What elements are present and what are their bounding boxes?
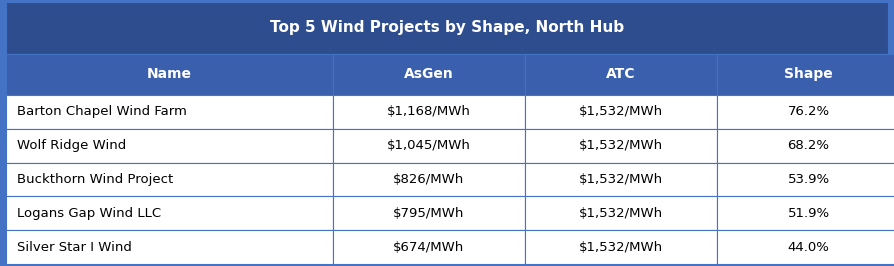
Text: $1,532/MWh: $1,532/MWh — [578, 139, 663, 152]
Bar — [525, 197, 717, 230]
Text: Wolf Ridge Wind: Wolf Ridge Wind — [17, 139, 126, 152]
Text: $1,045/MWh: $1,045/MWh — [387, 139, 470, 152]
Bar — [333, 163, 525, 197]
Bar — [525, 230, 717, 264]
Bar — [333, 230, 525, 264]
Text: Name: Name — [147, 67, 192, 81]
Text: $1,532/MWh: $1,532/MWh — [578, 241, 663, 254]
Bar — [333, 197, 525, 230]
Text: Barton Chapel Wind Farm: Barton Chapel Wind Farm — [17, 105, 187, 118]
Bar — [6, 129, 333, 163]
Bar — [525, 95, 717, 129]
Text: $795/MWh: $795/MWh — [393, 207, 464, 220]
Bar — [6, 230, 333, 264]
Text: $674/MWh: $674/MWh — [393, 241, 464, 254]
Bar — [717, 230, 894, 264]
Bar — [525, 129, 717, 163]
Bar — [6, 95, 333, 129]
Text: Logans Gap Wind LLC: Logans Gap Wind LLC — [17, 207, 161, 220]
Text: 44.0%: 44.0% — [788, 241, 830, 254]
Text: Silver Star I Wind: Silver Star I Wind — [17, 241, 131, 254]
Bar — [6, 197, 333, 230]
Bar — [333, 54, 525, 95]
Text: Buckthorn Wind Project: Buckthorn Wind Project — [17, 173, 173, 186]
Bar — [717, 54, 894, 95]
Text: $1,168/MWh: $1,168/MWh — [387, 105, 470, 118]
Bar — [717, 95, 894, 129]
Bar — [717, 129, 894, 163]
Text: $826/MWh: $826/MWh — [393, 173, 464, 186]
Text: 53.9%: 53.9% — [788, 173, 830, 186]
Bar — [6, 163, 333, 197]
Text: 68.2%: 68.2% — [788, 139, 830, 152]
Text: $1,532/MWh: $1,532/MWh — [578, 105, 663, 118]
Bar — [6, 2, 888, 54]
Bar — [717, 197, 894, 230]
Bar — [525, 54, 717, 95]
Text: Top 5 Wind Projects by Shape, North Hub: Top 5 Wind Projects by Shape, North Hub — [270, 20, 624, 35]
Bar — [717, 163, 894, 197]
Text: AsGen: AsGen — [404, 67, 453, 81]
Bar — [525, 163, 717, 197]
Text: $1,532/MWh: $1,532/MWh — [578, 173, 663, 186]
Text: 76.2%: 76.2% — [788, 105, 830, 118]
Text: $1,532/MWh: $1,532/MWh — [578, 207, 663, 220]
Bar — [333, 129, 525, 163]
Bar — [333, 95, 525, 129]
Text: ATC: ATC — [606, 67, 636, 81]
Bar — [6, 54, 333, 95]
Text: 51.9%: 51.9% — [788, 207, 830, 220]
Text: Shape: Shape — [784, 67, 833, 81]
